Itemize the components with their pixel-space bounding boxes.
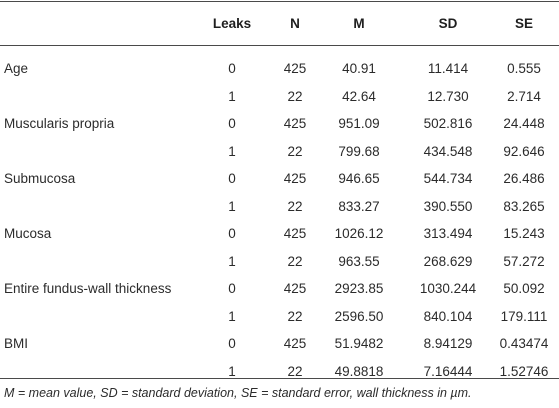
cell-n: 425 [283,226,307,241]
cell-n: 22 [287,198,303,214]
cell-n: 22 [287,88,303,104]
cell-sd: 840.104 [423,308,473,324]
cell-leaks: 1 [228,198,236,214]
table-row: 1 22 49.8818 7.16444 1.52746 [0,358,559,386]
cell-se: 1.52746 [499,363,549,379]
table-row: 1 22 42.64 12.730 2.714 [0,83,559,111]
cell-se: 179.111 [500,308,548,324]
cell-m: 2923.85 [334,281,384,296]
row-label: BMI [4,336,29,351]
cell-se: 50.092 [503,281,545,296]
cell-n: 425 [283,281,307,296]
cell-leaks: 0 [228,336,236,351]
cell-n: 425 [283,116,307,131]
cell-leaks: 0 [228,171,236,186]
cell-n: 22 [287,308,303,324]
table-row: Age 0 425 40.91 11.414 0.555 [0,55,559,83]
cell-se: 2.714 [507,88,541,104]
table-row: Submucosa 0 425 946.65 544.734 26.486 [0,165,559,193]
cell-m: 799.68 [338,143,380,159]
cell-m: 2596.50 [334,308,384,324]
cell-se: 83.265 [503,198,545,214]
header-n: N [290,16,300,31]
table-bottom-rule [0,378,559,379]
cell-n: 22 [287,363,303,379]
row-label: Submucosa [4,171,76,186]
row-label: Muscularis propria [4,116,115,131]
cell-leaks: 0 [228,281,236,296]
cell-sd: 502.816 [423,116,473,131]
table-row: Muscularis propria 0 425 951.09 502.816 24.44… [0,110,559,138]
cell-leaks: 1 [228,253,236,269]
cell-leaks: 1 [228,308,236,324]
table-row: 1 22 833.27 390.550 83.265 [0,193,559,221]
table-header-row: Leaks N M SD SE [0,4,559,44]
cell-sd: 434.548 [423,143,473,159]
table-row: BMI 0 425 51.9482 8.94129 0.43474 [0,330,559,358]
cell-se: 0.555 [507,61,541,76]
table-row: Mucosa 0 425 1026.12 313.494 15.243 [0,220,559,248]
cell-n: 425 [283,336,307,351]
cell-n: 425 [283,61,307,76]
cell-leaks: 0 [228,61,236,76]
cell-n: 22 [287,253,303,269]
cell-m: 951.09 [338,116,380,131]
table-row: 1 22 2596.50 840.104 179.111 [0,303,559,331]
cell-leaks: 0 [228,226,236,241]
cell-se: 15.243 [503,226,545,241]
row-label: Mucosa [4,226,52,241]
table-body: Age 0 425 40.91 11.414 0.555 1 22 42.64 12.730 2.7… [0,46,559,385]
cell-se: 0.43474 [499,336,549,351]
cell-sd: 544.734 [423,171,473,186]
cell-leaks: 1 [228,363,236,379]
cell-m: 42.64 [342,88,376,104]
table-row: 1 22 963.55 268.629 57.272 [0,248,559,276]
cell-sd: 268.629 [423,253,473,269]
cell-leaks: 1 [228,88,236,104]
header-m: M [353,16,365,31]
cell-n: 22 [287,143,303,159]
cell-sd: 7.16444 [423,363,473,379]
cell-m: 1026.12 [334,226,384,241]
table-row: Entire fundus-wall thickness 0 425 2923.85 1… [0,275,559,303]
cell-m: 833.27 [338,198,380,214]
cell-se: 24.448 [503,116,545,131]
cell-se: 92.646 [503,143,545,159]
cell-leaks: 0 [228,116,236,131]
cell-se: 57.272 [503,253,545,269]
table-row: 1 22 799.68 434.548 92.646 [0,138,559,166]
header-leaks: Leaks [212,16,252,31]
cell-leaks: 1 [228,143,236,159]
header-se: SE [514,16,533,31]
cell-sd: 313.494 [423,226,473,241]
row-label: Entire fundus-wall thickness [4,281,172,296]
cell-se: 26.486 [503,171,545,186]
row-label: Age [4,61,29,76]
cell-sd: 12.730 [427,88,469,104]
cell-sd: 390.550 [423,198,473,214]
cell-m: 40.91 [342,61,376,76]
table-header-rule [0,45,559,46]
cell-sd: 1030.244 [419,281,477,296]
table-footnote: M = mean value, SD = standard deviation,… [4,386,472,400]
cell-n: 425 [283,171,307,186]
cell-m: 963.55 [338,253,380,269]
cell-m: 51.9482 [334,336,384,351]
header-sd: SD [438,16,458,31]
cell-m: 49.8818 [334,363,384,379]
cell-sd: 11.414 [427,61,469,76]
cell-sd: 8.94129 [423,336,473,351]
cell-m: 946.65 [338,171,380,186]
table-top-rule [0,1,559,2]
